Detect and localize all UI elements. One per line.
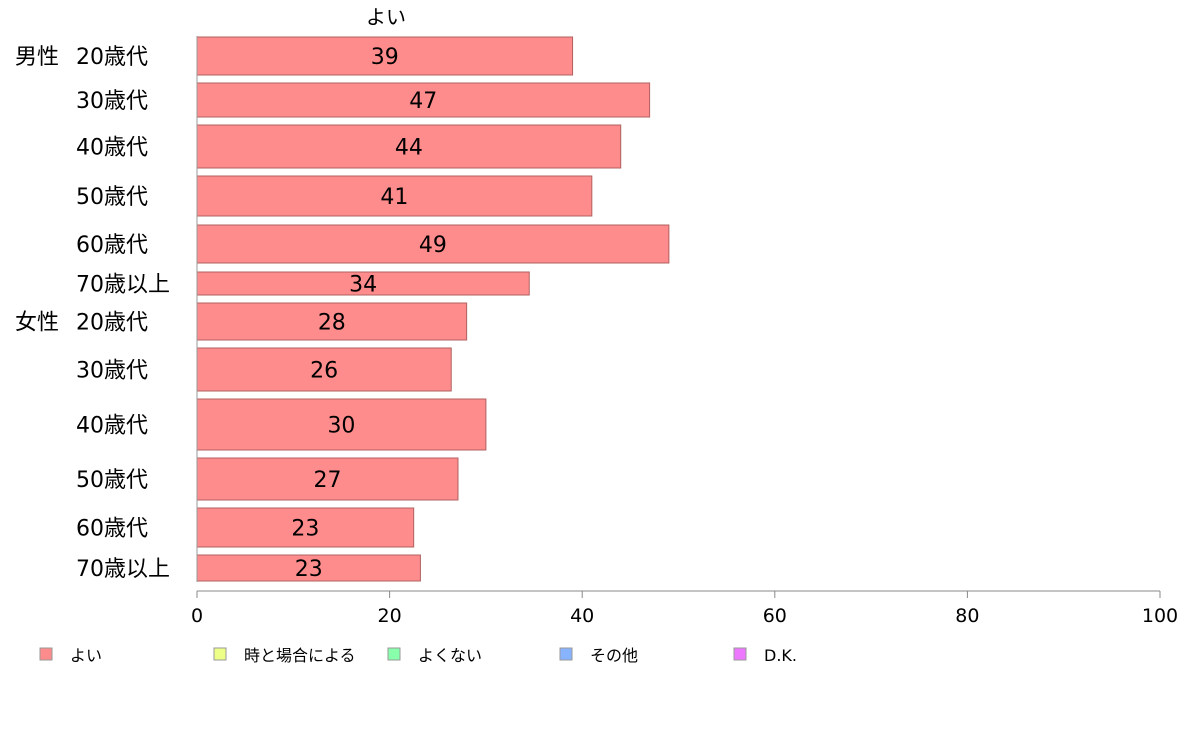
group-label: 女性: [15, 311, 59, 336]
category-label: 40歳代: [76, 136, 148, 161]
bar: [196, 36, 574, 76]
group-label: 男性: [15, 45, 59, 70]
legend-swatch: [387, 647, 401, 661]
category-label: 50歳代: [76, 468, 148, 493]
bar-value-label: 41: [380, 185, 408, 210]
bar-value-label: 49: [419, 233, 447, 258]
bar: [196, 175, 593, 217]
category-label: 40歳代: [76, 414, 148, 439]
bar-value-label: 34: [349, 273, 377, 298]
x-tick-label: 80: [955, 605, 979, 627]
category-label: 70歳以上: [76, 273, 170, 298]
x-axis: 0 20 40 60 80 100: [191, 36, 1178, 627]
category-label: 20歳代: [76, 311, 148, 336]
bars-layer: 3920歳代男性4730歳代4440歳代4150歳代4960歳代3470歳以上2…: [15, 36, 670, 582]
legend-label: 時と場合による: [244, 646, 356, 665]
legend-swatch: [559, 647, 573, 661]
legend-swatch: [39, 647, 53, 661]
bar: [196, 224, 670, 264]
category-label: 60歳代: [76, 517, 148, 542]
bar: [196, 507, 415, 548]
series-header: よい: [366, 5, 406, 29]
x-tick-label: 0: [191, 605, 203, 627]
legend-swatch: [213, 647, 227, 661]
category-label: 60歳代: [76, 233, 148, 258]
legend-label: よい: [70, 646, 102, 665]
legend-label: D.K.: [764, 646, 797, 665]
bar-value-label: 28: [318, 311, 346, 336]
category-label: 50歳代: [76, 185, 148, 210]
bar-value-label: 23: [295, 557, 323, 582]
bar-value-label: 47: [409, 89, 437, 114]
legend-swatch: [733, 647, 747, 661]
category-label: 30歳代: [76, 89, 148, 114]
x-tick-label: 20: [378, 605, 402, 627]
bar: [196, 347, 452, 392]
bar-value-label: 44: [395, 136, 423, 161]
bar: [196, 302, 468, 341]
bar-value-label: 26: [310, 359, 338, 384]
bar: [196, 82, 651, 118]
bar-value-label: 23: [291, 517, 319, 542]
category-label: 20歳代: [76, 45, 148, 70]
category-label: 30歳代: [76, 359, 148, 384]
x-tick-label: 40: [570, 605, 594, 627]
bar: [196, 124, 622, 169]
legend-label: その他: [590, 646, 638, 665]
bar-value-label: 30: [327, 414, 355, 439]
legend-label: よくない: [418, 646, 482, 665]
x-tick-label: 60: [763, 605, 787, 627]
legend: よい 時と場合による よくない その他 D.K.: [39, 646, 797, 665]
category-label: 70歳以上: [76, 557, 170, 582]
x-tick-label: 100: [1142, 605, 1178, 627]
bar-value-label: 39: [371, 45, 399, 70]
bar-value-label: 27: [313, 468, 341, 493]
